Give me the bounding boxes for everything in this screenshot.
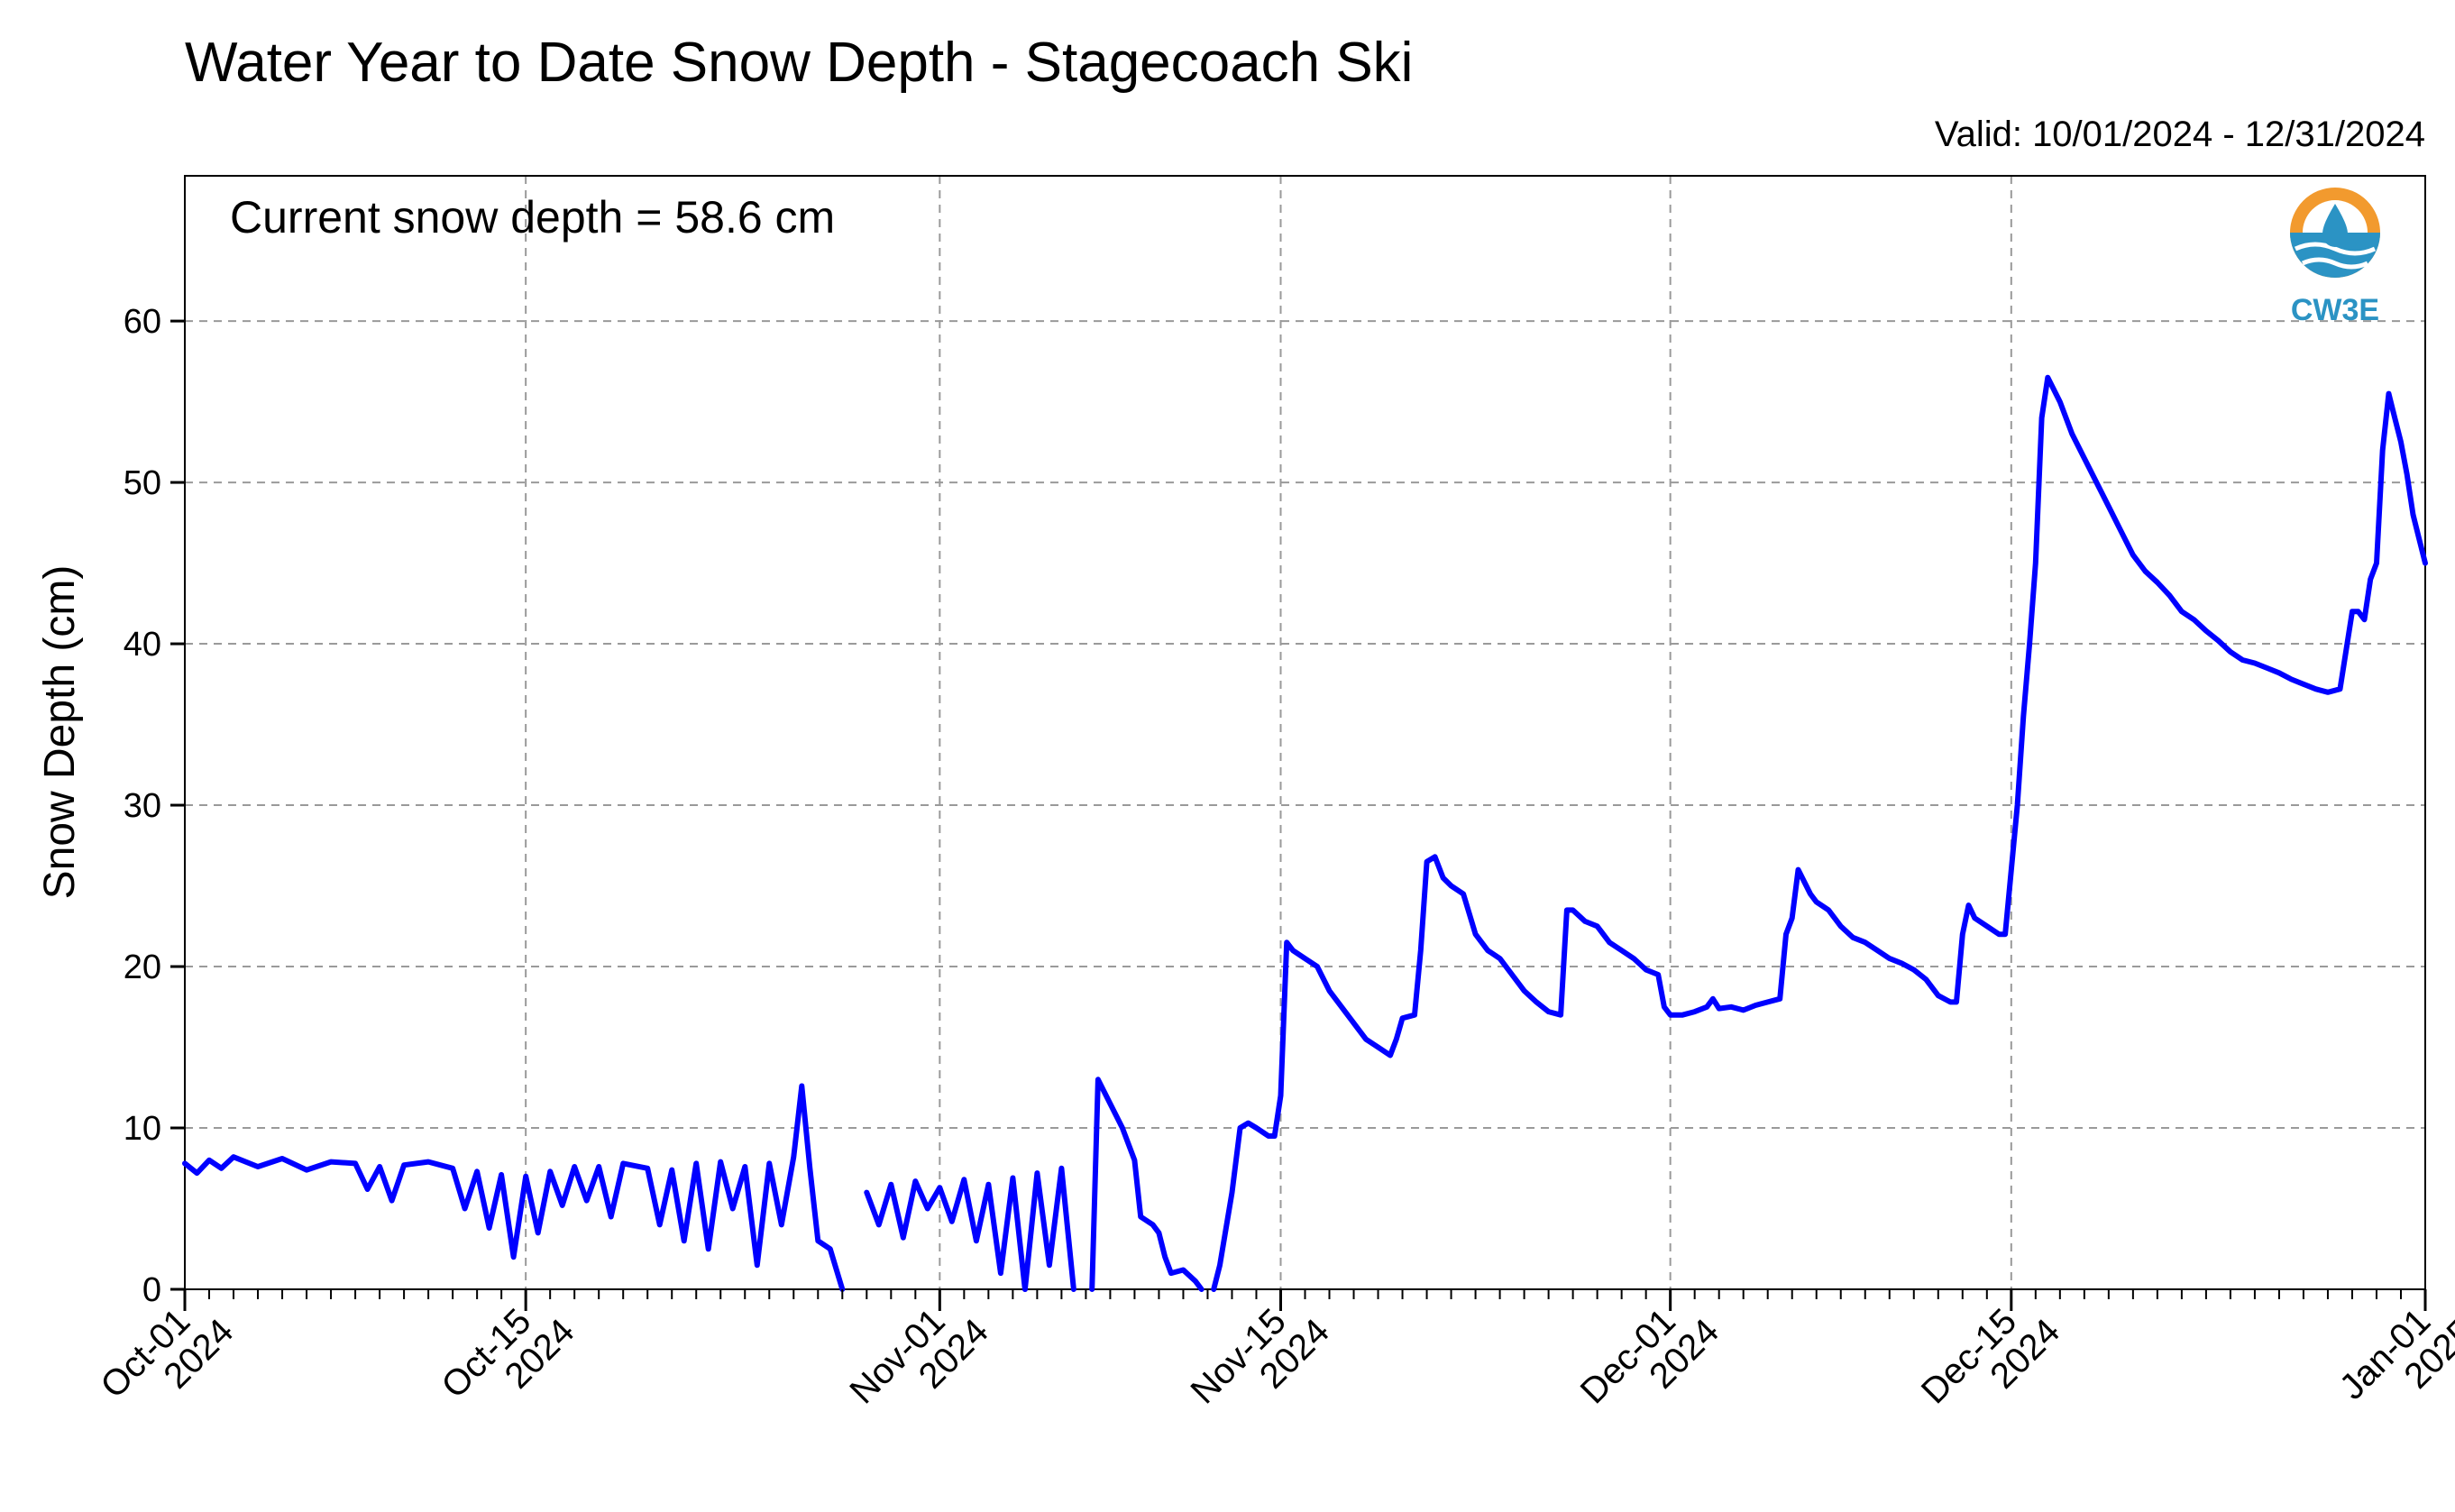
y-tick-label: 60 <box>124 303 161 341</box>
series-layer <box>182 374 2428 1292</box>
valid-date-range: Valid: 10/01/2024 - 12/31/2024 <box>1935 115 2425 154</box>
logo-text: CW3E <box>2291 293 2379 327</box>
y-tick-label: 20 <box>124 948 161 986</box>
y-tick-label: 50 <box>124 464 161 502</box>
water-drop-icon <box>2322 204 2348 247</box>
current-depth-annotation: Current snow depth = 58.6 cm <box>230 192 835 243</box>
cw3e-logo: CW3E <box>2290 188 2380 327</box>
logo-wave-line-1 <box>2294 242 2377 256</box>
gridlines <box>184 176 2426 1290</box>
y-tick-label: 10 <box>124 1110 161 1148</box>
series-line-segment <box>1211 374 2428 1292</box>
series-line-segment <box>1089 1077 1205 1292</box>
series-line-segment <box>864 1165 1076 1292</box>
series-line-segment <box>182 1083 846 1292</box>
y-tick-label: 0 <box>142 1271 161 1309</box>
y-axis-label: Snow Depth (cm) <box>36 565 84 900</box>
chart-title: Water Year to Date Snow Depth - Stagecoa… <box>185 32 1413 94</box>
y-tick-label: 40 <box>124 626 161 664</box>
y-tick-label: 30 <box>124 787 161 825</box>
logo-wave-line-2 <box>2301 257 2369 270</box>
plot-frame <box>184 175 2426 1290</box>
